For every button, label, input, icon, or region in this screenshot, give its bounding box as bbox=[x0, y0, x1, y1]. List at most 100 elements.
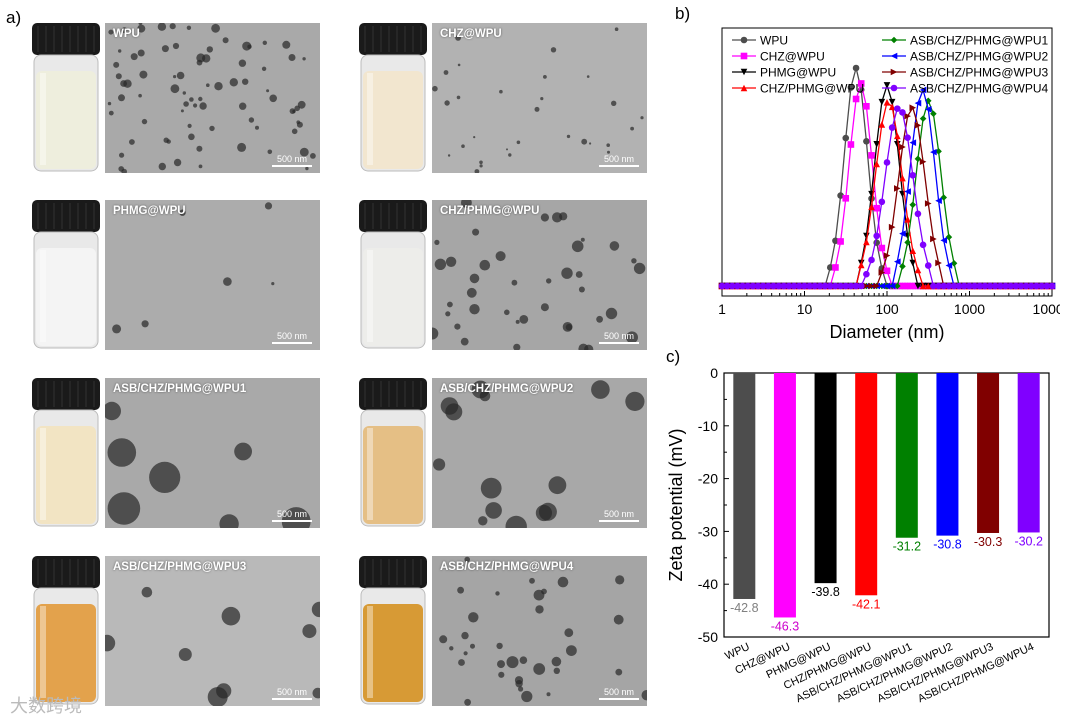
dls-point bbox=[909, 201, 917, 209]
dls-point bbox=[894, 185, 901, 192]
sample-cell: ASB/CHZ/PHMG@WPU1 500 nm bbox=[30, 378, 320, 528]
y-tick-label: -10 bbox=[698, 418, 718, 434]
tem-image: WPU 500 nm bbox=[105, 23, 320, 173]
bar-value-label: -42.1 bbox=[852, 597, 881, 611]
dls-point bbox=[991, 282, 999, 290]
scale-bar: 500 nm bbox=[599, 509, 639, 522]
dls-point bbox=[883, 267, 891, 275]
y-tick-label: -20 bbox=[698, 471, 718, 487]
dls-point bbox=[955, 282, 963, 290]
panel-a-label: a) bbox=[6, 8, 22, 27]
dls-point bbox=[873, 282, 880, 290]
dls-point bbox=[909, 282, 917, 290]
dls-point bbox=[801, 282, 808, 290]
y-tick-label: -40 bbox=[698, 576, 718, 592]
tem-image: ASB/CHZ/PHMG@WPU2 500 nm bbox=[432, 378, 647, 528]
dls-point bbox=[888, 223, 896, 231]
x-tick-label: 1 bbox=[718, 301, 726, 317]
dls-point bbox=[754, 282, 762, 290]
dls-point bbox=[832, 237, 839, 245]
dls-series bbox=[718, 86, 1056, 290]
sample-cell: WPU 500 nm bbox=[30, 23, 320, 173]
dls-point bbox=[873, 160, 880, 168]
scale-bar-line bbox=[272, 520, 312, 522]
legend-label: ASB/CHZ/PHMG@WPU4 bbox=[910, 82, 1049, 96]
x-tick-label: 10000 bbox=[1033, 301, 1060, 317]
dls-point bbox=[842, 194, 850, 202]
dls-point bbox=[873, 232, 880, 240]
dls-series bbox=[718, 105, 1056, 290]
tem-title: CHZ/PHMG@WPU bbox=[440, 205, 540, 217]
dls-point bbox=[857, 282, 865, 290]
x-tick-label: 1000 bbox=[954, 301, 985, 317]
scale-bar: 500 nm bbox=[272, 687, 312, 700]
dls-point bbox=[873, 204, 880, 212]
dls-point bbox=[837, 238, 844, 245]
vial-image bbox=[359, 556, 427, 705]
dls-point bbox=[950, 282, 958, 290]
dls-point bbox=[780, 282, 788, 290]
x-axis-label: Diameter (nm) bbox=[829, 322, 944, 342]
dls-point bbox=[986, 282, 994, 290]
dls-point bbox=[744, 282, 752, 290]
bar-value-label: -42.8 bbox=[730, 601, 759, 615]
dls-point bbox=[930, 282, 937, 290]
dls-point bbox=[930, 148, 937, 156]
dls-point bbox=[837, 192, 844, 199]
legend-marker bbox=[890, 68, 898, 76]
dls-point bbox=[940, 282, 948, 290]
scale-bar-line bbox=[599, 520, 639, 522]
bar-value-label: -30.8 bbox=[933, 538, 962, 552]
dls-series-line bbox=[722, 98, 1052, 287]
vial-image bbox=[32, 556, 100, 705]
dls-point bbox=[930, 235, 937, 243]
dls-point bbox=[847, 84, 855, 91]
dls-point bbox=[961, 282, 968, 290]
legend-label: ASB/CHZ/PHMG@WPU1 bbox=[910, 34, 1049, 48]
dls-point bbox=[883, 99, 891, 106]
legend-marker bbox=[740, 84, 748, 92]
dls-point bbox=[904, 239, 911, 246]
bar-value-label: -30.3 bbox=[974, 535, 1003, 549]
dls-point bbox=[919, 115, 927, 122]
scale-bar: 500 nm bbox=[272, 509, 312, 522]
zeta-bar bbox=[733, 373, 756, 599]
legend-marker bbox=[890, 36, 898, 44]
panel-b-label: b) bbox=[675, 4, 691, 23]
dls-point bbox=[790, 282, 798, 290]
sample-cell: CHZ/PHMG@WPU 500 nm bbox=[357, 200, 647, 350]
tem-image: PHMG@WPU 500 nm bbox=[105, 200, 320, 350]
dls-point bbox=[1043, 282, 1051, 290]
panel-c-label: c) bbox=[666, 347, 681, 366]
dls-point bbox=[868, 203, 875, 211]
dls-point bbox=[899, 109, 906, 116]
zeta-bar bbox=[895, 373, 918, 538]
legend-marker bbox=[740, 52, 748, 60]
scale-bar: 500 nm bbox=[599, 687, 639, 700]
dls-point bbox=[935, 282, 942, 290]
tem-image: ASB/CHZ/PHMG@WPU1 500 nm bbox=[105, 378, 320, 528]
sample-cell: PHMG@WPU 500 nm bbox=[30, 200, 320, 350]
tem-title: WPU bbox=[113, 28, 140, 40]
dls-point bbox=[888, 282, 896, 290]
dls-point bbox=[1007, 282, 1015, 290]
dls-point bbox=[935, 197, 942, 205]
dls-point bbox=[729, 282, 736, 290]
dls-point bbox=[904, 134, 911, 141]
tem-title: PHMG@WPU bbox=[113, 205, 186, 217]
dls-point bbox=[878, 282, 886, 290]
dls-chart: 1 10 100 1000 10000 Diameter (nm) WPU CHZ@WPU PH… bbox=[718, 27, 1060, 342]
dls-series-line bbox=[722, 106, 1052, 287]
zeta-plot-frame bbox=[723, 372, 1050, 638]
bar-value-label: -31.2 bbox=[893, 540, 922, 554]
tem-title: ASB/CHZ/PHMG@WPU4 bbox=[440, 561, 574, 573]
dls-series bbox=[718, 104, 1056, 290]
dls-point bbox=[873, 140, 880, 148]
dls-point bbox=[852, 282, 860, 290]
sample-cell: ASB/CHZ/PHMG@WPU2 500 nm bbox=[357, 378, 647, 528]
dls-point bbox=[909, 247, 917, 254]
tem-image: ASB/CHZ/PHMG@WPU4 500 nm bbox=[432, 556, 647, 706]
dls-series bbox=[718, 80, 1056, 290]
dls-point bbox=[883, 82, 891, 89]
vial-image bbox=[359, 378, 427, 527]
